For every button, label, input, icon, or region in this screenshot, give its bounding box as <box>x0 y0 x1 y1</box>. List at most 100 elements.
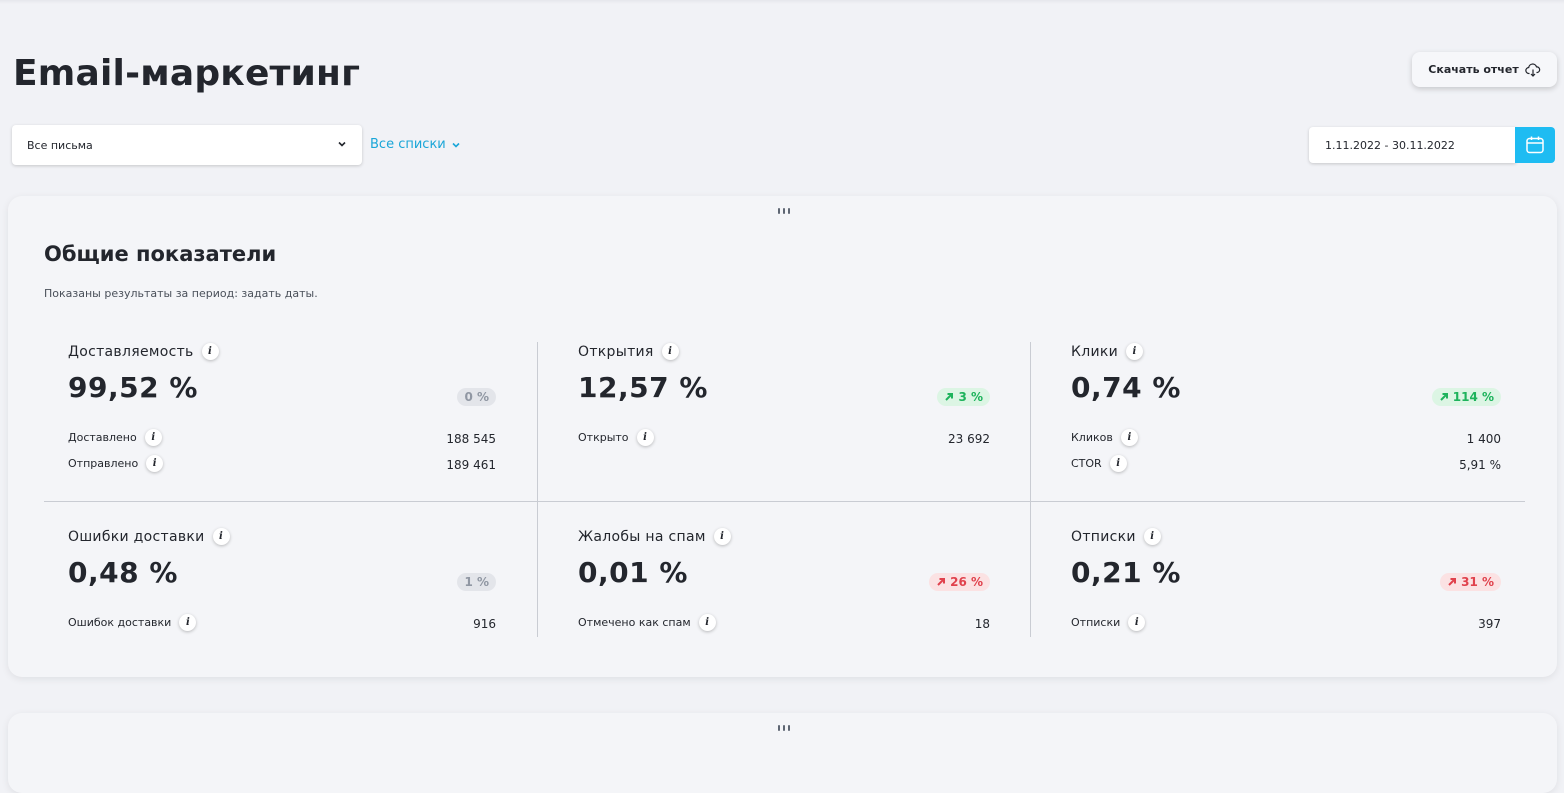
drag-dot <box>778 725 780 731</box>
chevron-down-icon <box>452 142 460 148</box>
info-icon[interactable]: i <box>146 455 164 472</box>
calendar-button[interactable] <box>1515 127 1555 163</box>
info-icon[interactable]: i <box>179 614 197 631</box>
sub-metric-label: Доставлено <box>68 431 137 444</box>
metric-title: Жалобы на спам <box>578 528 706 545</box>
cloud-download-icon <box>1524 62 1540 77</box>
change-badge: 114 % <box>1431 388 1501 406</box>
metric-unsubscribes: Отписки i 0,21 % 31 % Отписки i 397 <box>1071 528 1501 673</box>
date-range-input[interactable]: 1.11.2022 - 30.11.2022 <box>1309 127 1516 163</box>
info-icon[interactable]: i <box>1128 614 1146 631</box>
metric-value: 0,74 % <box>1071 371 1181 404</box>
sub-metric-label: Кликов <box>1071 431 1113 444</box>
metric-spam-complaints: Жалобы на спам i 0,01 % 26 % Отмечено как сп… <box>578 528 990 673</box>
lists-dropdown-link[interactable]: Все списки <box>370 137 461 152</box>
sub-metric-row: Открыто i <box>578 429 654 446</box>
calendar-icon <box>1526 136 1544 154</box>
lists-dropdown-label: Все списки <box>370 137 446 152</box>
metric-title-row: Открытия i <box>578 343 990 360</box>
sub-metric-value: 188 545 <box>446 432 496 446</box>
sub-metric-row: Отправлено i <box>68 455 164 472</box>
arrow-up-right-icon <box>937 578 946 586</box>
sub-metric-value: 189 461 <box>446 458 496 472</box>
info-icon[interactable]: i <box>1126 343 1144 360</box>
sub-metric-label: Ошибок доставки <box>68 616 172 629</box>
metric-value: 0,01 % <box>578 556 688 589</box>
info-icon[interactable]: i <box>144 429 162 446</box>
sub-metric-value: 1 400 <box>1466 432 1501 446</box>
info-icon[interactable]: i <box>201 343 219 360</box>
arrow-up-right-icon <box>1448 578 1457 586</box>
info-icon[interactable]: i <box>1109 455 1127 472</box>
column-divider <box>537 342 538 637</box>
sub-metric-label: Открыто <box>578 431 629 444</box>
metric-delivery-errors: Ошибки доставки i 0,48 % 1 % Ошибок доставки… <box>68 528 496 673</box>
sub-metric-row: Кликов i <box>1071 429 1138 446</box>
change-value: 31 % <box>1461 575 1494 589</box>
info-icon[interactable]: i <box>661 343 679 360</box>
metric-title: Клики <box>1071 343 1119 360</box>
metric-opens: Открытия i 12,57 % 3 % Открыто i 23 692 <box>578 343 990 488</box>
metric-value: 0,48 % <box>68 556 178 589</box>
metric-value: 99,52 % <box>68 371 198 404</box>
section-subtitle: Показаны результаты за период: задать да… <box>44 287 318 300</box>
metric-title-row: Ошибки доставки i <box>68 528 496 545</box>
metric-title: Отписки <box>1071 528 1136 545</box>
metric-title-row: Клики i <box>1071 343 1501 360</box>
change-value: 26 % <box>950 575 983 589</box>
metric-title-row: Доставляемость i <box>68 343 496 360</box>
sub-metric-row: Отмечено как спам i <box>578 614 716 631</box>
download-report-label: Скачать отчет <box>1428 63 1519 76</box>
sub-metric-label: Отправлено <box>68 457 139 470</box>
letters-select[interactable]: Все письма <box>12 125 362 165</box>
metric-deliverability: Доставляемость i 99,52 % 0 % Доставлено i 188 … <box>68 343 496 488</box>
date-range-value: 1.11.2022 - 30.11.2022 <box>1325 138 1455 152</box>
change-value: 114 % <box>1452 390 1494 404</box>
sub-metric-value: 18 <box>974 617 990 631</box>
metric-value: 12,57 % <box>578 371 708 404</box>
sub-metric-row: Доставлено i <box>68 429 162 446</box>
sub-metric-label: Отписки <box>1071 616 1121 629</box>
change-value: 1 % <box>464 575 489 589</box>
info-icon[interactable]: i <box>698 614 716 631</box>
info-icon[interactable]: i <box>636 429 654 446</box>
drag-dot <box>788 725 790 731</box>
drag-dot <box>778 208 780 214</box>
metric-title: Доставляемость <box>68 343 194 360</box>
info-icon[interactable]: i <box>713 528 731 545</box>
download-report-button[interactable]: Скачать отчет <box>1412 52 1557 87</box>
metric-title-row: Отписки i <box>1071 528 1501 545</box>
sub-metric-row: CTOR i <box>1071 455 1127 472</box>
section-title: Общие показатели <box>44 242 277 266</box>
drag-handle-icon[interactable] <box>778 725 790 731</box>
sub-metric-value: 23 692 <box>948 432 990 446</box>
change-badge: 31 % <box>1440 573 1501 591</box>
sub-metric-label: CTOR <box>1071 457 1102 470</box>
overview-card: Общие показатели Показаны результаты за … <box>8 196 1557 677</box>
info-icon[interactable]: i <box>212 528 230 545</box>
sub-metric-row: Отписки i <box>1071 614 1146 631</box>
top-divider <box>0 0 1564 4</box>
info-icon[interactable]: i <box>1143 528 1161 545</box>
sub-metric-value: 916 <box>473 617 496 631</box>
drag-handle-icon[interactable] <box>778 208 790 214</box>
letters-select-value: Все письма <box>27 138 93 152</box>
sub-metric-value: 5,91 % <box>1459 458 1501 472</box>
sub-metric-row: Ошибок доставки i <box>68 614 197 631</box>
column-divider <box>1030 342 1031 637</box>
change-badge: 0 % <box>457 388 496 406</box>
change-value: 3 % <box>958 390 983 404</box>
drag-dot <box>783 725 785 731</box>
info-icon[interactable]: i <box>1120 429 1138 446</box>
metric-title-row: Жалобы на спам i <box>578 528 990 545</box>
drag-dot <box>783 208 785 214</box>
row-divider <box>44 501 1525 502</box>
drag-dot <box>788 208 790 214</box>
metric-title: Ошибки доставки <box>68 528 205 545</box>
arrow-up-right-icon <box>1440 393 1448 401</box>
change-badge: 3 % <box>937 388 990 406</box>
metric-clicks: Клики i 0,74 % 114 % Кликов i 1 400 CTOR i 5,91 % <box>1071 343 1501 488</box>
chevron-down-icon <box>338 141 346 147</box>
change-value: 0 % <box>464 390 489 404</box>
sub-metric-label: Отмечено как спам <box>578 616 691 629</box>
